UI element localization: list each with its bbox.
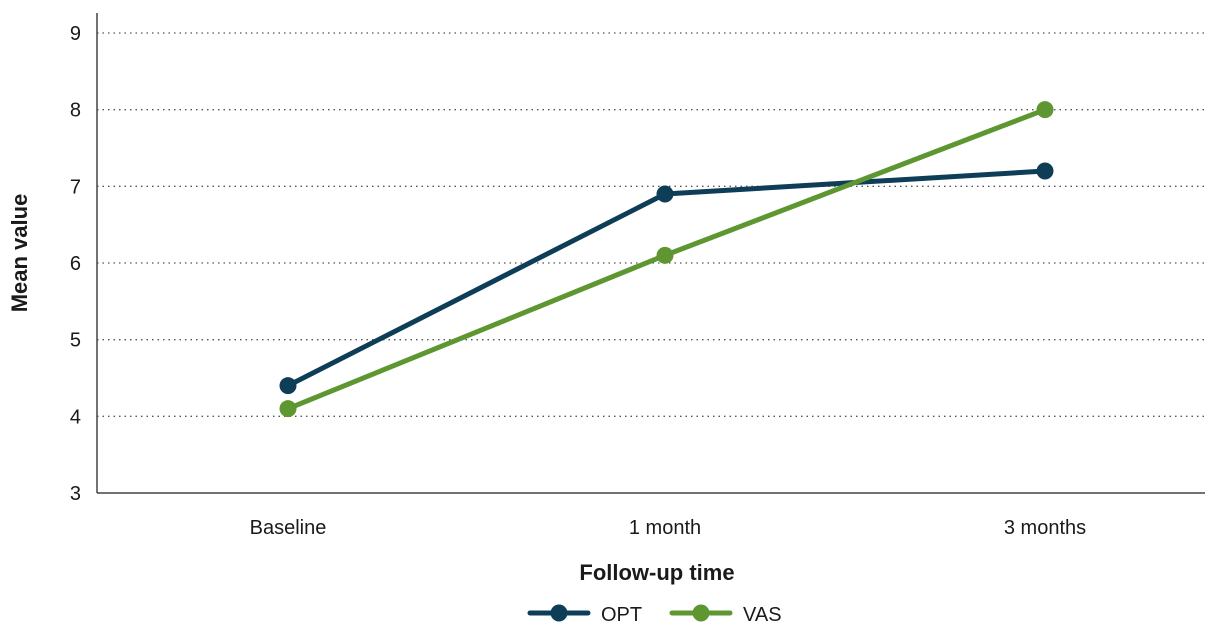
y-tick-label: 4 [70, 406, 81, 428]
y-tick-labels: 3 4 5 6 7 8 9 [70, 23, 81, 505]
y-tick-label: 3 [70, 483, 81, 505]
series-vas [279, 101, 1054, 418]
gridlines [97, 32, 1205, 417]
y-axis-title: Mean value [7, 194, 32, 313]
legend-swatch-marker [550, 604, 568, 622]
x-tick-labels: Baseline 1 month 3 months [250, 517, 1086, 539]
data-point [1036, 101, 1054, 119]
y-tick-label: 6 [70, 253, 81, 275]
data-point [279, 377, 297, 395]
legend-item-opt: OPT [527, 604, 642, 626]
y-tick-label: 9 [70, 23, 81, 45]
series [279, 101, 1054, 418]
legend-swatch-marker [692, 604, 710, 622]
data-point [1036, 162, 1054, 180]
x-tick-label: Baseline [250, 517, 327, 539]
data-point [656, 246, 674, 264]
x-tick-label: 1 month [629, 517, 701, 539]
x-tick-label: 3 months [1004, 517, 1086, 539]
legend-label: OPT [601, 604, 642, 626]
series-opt [279, 162, 1054, 395]
y-tick-label: 7 [70, 176, 81, 198]
data-point [656, 185, 674, 203]
x-axis-title: Follow-up time [579, 560, 734, 585]
y-tick-label: 8 [70, 100, 81, 122]
y-tick-label: 5 [70, 330, 81, 352]
legend-item-vas: VAS [669, 604, 782, 626]
series-line [285, 168, 1048, 389]
legend: OPT VAS [527, 604, 782, 626]
data-point [279, 400, 297, 418]
legend-label: VAS [743, 604, 782, 626]
